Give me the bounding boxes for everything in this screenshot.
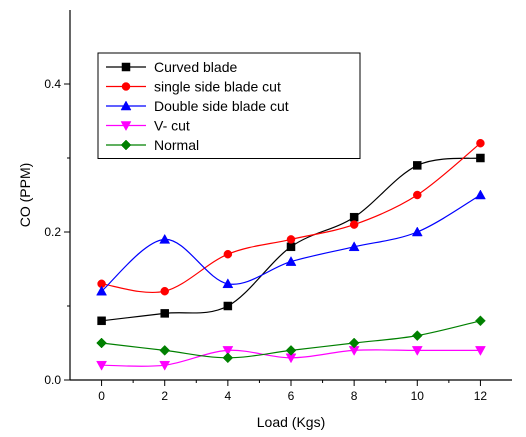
data-point [475,346,486,356]
legend-label: Double side blade cut [154,98,289,114]
data-point [96,337,107,349]
data-point [160,286,169,296]
series-layer [96,138,486,371]
legend-marker [120,121,132,132]
legend-label: V- cut [154,118,190,134]
data-point [349,220,359,229]
legend-label: Curved blade [154,59,237,75]
data-point [223,249,233,259]
y-axis-label: CO (PPM) [17,163,33,228]
legend-item: single side blade cut [106,79,281,95]
legend-marker [120,100,132,111]
data-point [413,161,422,170]
data-point [411,330,423,341]
y-tick-label: 0.2 [44,225,61,239]
series-1 [97,153,485,326]
data-point [348,337,360,349]
series-3 [96,189,486,296]
data-point [476,138,485,148]
data-point [97,316,106,326]
data-point [476,153,485,163]
x-tick-label: 10 [411,389,425,403]
data-point [413,190,422,200]
data-point [222,278,234,289]
data-point [222,352,234,364]
x-tick-label: 12 [474,389,488,403]
data-point [96,360,107,371]
series-2 [97,138,485,296]
legend-item: Double side blade cut [106,98,289,114]
data-point [475,189,486,200]
legend-item: Normal [106,137,199,153]
legend-marker [121,82,131,91]
x-tick-label: 0 [98,389,105,403]
series-4 [96,346,486,371]
legend-item: V- cut [106,118,190,134]
data-point [286,235,296,244]
series-line [101,142,481,293]
y-tick-label: 0.4 [44,77,61,91]
legend-marker [121,62,131,72]
data-point [160,309,169,318]
legend-marker [120,139,132,151]
legend-label: single side blade cut [154,79,281,95]
x-tick-label: 6 [288,389,295,403]
data-point [411,346,423,356]
legend-label: Normal [154,137,199,153]
data-point [159,345,171,356]
y-tick-label: 0.0 [44,373,61,387]
legend-item: Curved blade [106,59,237,75]
data-point [96,285,107,296]
series-5 [96,315,486,364]
data-point [285,345,297,356]
data-point [411,226,423,237]
data-point [348,241,360,252]
data-point [349,212,359,222]
legend: Curved blade single side blade cut Double … [97,52,361,159]
data-point [285,256,297,266]
data-point [286,242,296,252]
data-point [159,233,171,244]
data-point [222,346,234,356]
x-tick-label: 8 [351,389,358,403]
data-point [475,315,486,327]
data-point [223,301,233,311]
x-tick-label: 4 [225,389,232,403]
data-point [159,360,171,371]
x-tick-label: 2 [161,389,168,403]
axes: 0 2 4 6 8 10 12 0.0 0.2 0.4 [44,10,512,403]
x-axis-label: Load (Kgs) [257,414,325,430]
